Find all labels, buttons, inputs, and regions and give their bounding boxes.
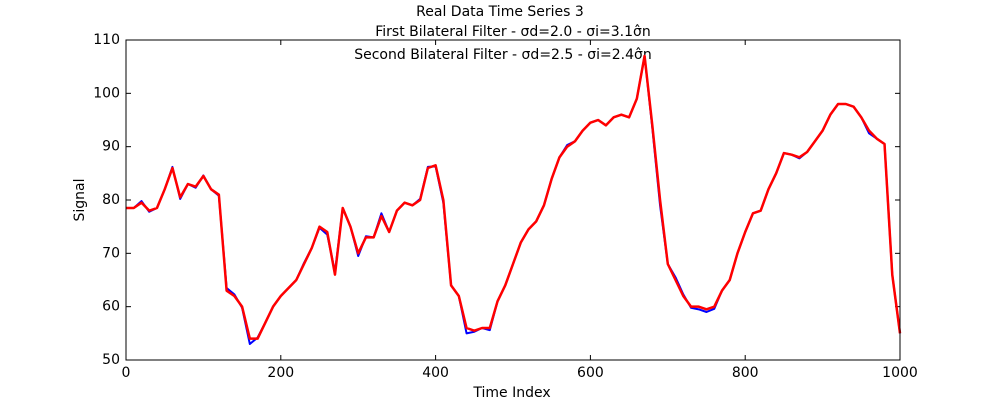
y-tick-label: 110 bbox=[93, 32, 120, 48]
y-axis-label: Signal bbox=[72, 178, 88, 221]
y-tick-label: 90 bbox=[102, 139, 120, 155]
x-tick-label: 200 bbox=[267, 365, 294, 381]
y-tick-label: 50 bbox=[102, 352, 120, 368]
chart-subtitle: Second Bilateral Filter - σd=2.5 - σi=2.… bbox=[354, 47, 652, 63]
x-axis-label: Time Index bbox=[472, 385, 550, 400]
chart-title: Real Data Time Series 3 bbox=[416, 4, 584, 20]
y-tick-label: 100 bbox=[93, 85, 120, 101]
x-tick-label: 0 bbox=[122, 365, 131, 381]
x-tick-label: 1000 bbox=[882, 365, 918, 381]
y-tick-label: 80 bbox=[102, 192, 120, 208]
x-tick-label: 400 bbox=[422, 365, 449, 381]
x-tick-label: 600 bbox=[577, 365, 604, 381]
x-tick-label: 800 bbox=[732, 365, 759, 381]
plot-frame bbox=[125, 39, 901, 361]
series-line bbox=[126, 54, 902, 340]
chart-subtitle: First Bilateral Filter - σd=2.0 - σi=3.1… bbox=[375, 24, 651, 40]
y-tick-label: 70 bbox=[102, 245, 120, 261]
y-tick-label: 60 bbox=[102, 299, 120, 315]
